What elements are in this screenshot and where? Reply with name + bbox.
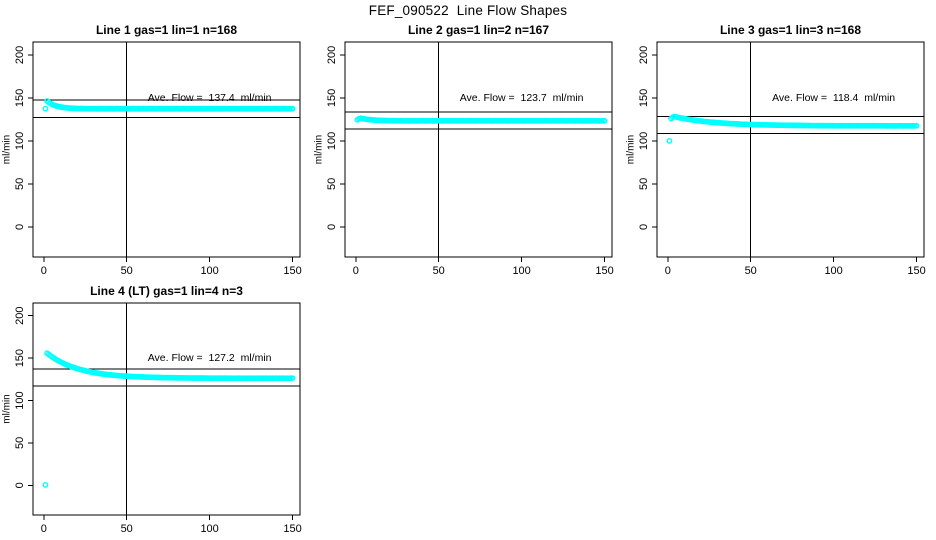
data-points bbox=[666, 113, 920, 144]
data-points bbox=[42, 350, 296, 488]
y-tick-label: 100 bbox=[638, 132, 650, 150]
y-tick-label: 100 bbox=[326, 132, 338, 150]
y-tick-label: 100 bbox=[14, 391, 26, 409]
y-tick-label: 150 bbox=[326, 89, 338, 107]
x-tick-label: 50 bbox=[745, 265, 757, 277]
x-tick-label: 100 bbox=[200, 265, 218, 277]
x-tick-label: 50 bbox=[121, 523, 133, 535]
y-tick-label: 100 bbox=[14, 132, 26, 150]
data-points bbox=[354, 115, 608, 124]
x-tick-label: 100 bbox=[512, 265, 530, 277]
plot-box bbox=[656, 41, 925, 258]
x-tick-label: 0 bbox=[41, 523, 47, 535]
data-point bbox=[42, 105, 49, 112]
plot-box bbox=[32, 302, 301, 516]
y-tick-label: 150 bbox=[14, 349, 26, 367]
data-point bbox=[913, 122, 920, 129]
x-tick-label: 150 bbox=[283, 265, 301, 277]
ave-flow-annotation: Ave. Flow = 123.7 ml/min bbox=[460, 92, 584, 104]
x-tick-label: 0 bbox=[41, 265, 47, 277]
x-tick-label: 100 bbox=[824, 265, 842, 277]
plot-box bbox=[344, 41, 613, 258]
y-tick-label: 0 bbox=[14, 482, 26, 488]
x-tick-label: 0 bbox=[353, 265, 359, 277]
x-tick-label: 0 bbox=[665, 265, 671, 277]
y-tick-label: 50 bbox=[326, 178, 338, 190]
panel-1: 0 50 100 150 0 50 100 150 200 ml/min Line 1 gas=1 … bbox=[2, 23, 302, 277]
y-tick-label: 200 bbox=[326, 46, 338, 64]
panel-3: 0 50 100 150 0 50 100 150 200 ml/min Line 3 gas=1 … bbox=[626, 23, 926, 277]
data-points bbox=[42, 98, 296, 112]
panel-title: Line 1 gas=1 lin=1 n=168 bbox=[96, 23, 237, 37]
data-point bbox=[666, 137, 673, 144]
y-tick-label: 200 bbox=[14, 46, 26, 64]
x-tick-label: 50 bbox=[433, 265, 445, 277]
panel-4: 0 50 100 150 0 50 100 150 200 ml/min Line 4 (LT) g… bbox=[2, 284, 302, 535]
y-axis-label: ml/min bbox=[314, 135, 325, 164]
y-tick-label: 50 bbox=[14, 178, 26, 190]
data-point bbox=[42, 481, 49, 488]
plot-box bbox=[32, 41, 301, 258]
y-tick-label: 200 bbox=[638, 46, 650, 64]
main-title: FEF_090522 Line Flow Shapes bbox=[368, 3, 568, 18]
y-tick-label: 0 bbox=[14, 224, 26, 230]
y-tick-label: 150 bbox=[638, 89, 650, 107]
ave-flow-annotation: Ave. Flow = 127.2 ml/min bbox=[148, 352, 272, 364]
data-point bbox=[289, 105, 296, 112]
y-axis-label: ml/min bbox=[2, 135, 13, 164]
x-tick-label: 150 bbox=[907, 265, 925, 277]
x-tick-label: 100 bbox=[200, 523, 218, 535]
y-tick-label: 150 bbox=[14, 89, 26, 107]
y-axis-label: ml/min bbox=[626, 135, 637, 164]
data-point bbox=[601, 117, 608, 124]
panel-title: Line 3 gas=1 lin=3 n=168 bbox=[720, 23, 861, 37]
data-point bbox=[289, 375, 296, 382]
ave-flow-annotation: Ave. Flow = 118.4 ml/min bbox=[772, 92, 895, 104]
y-tick-label: 50 bbox=[14, 437, 26, 449]
panel-title: Line 2 gas=1 lin=2 n=167 bbox=[408, 23, 549, 37]
panel-2: 0 50 100 150 0 50 100 150 200 ml/min Line 2 gas=1 … bbox=[314, 23, 614, 277]
y-tick-label: 0 bbox=[326, 224, 338, 230]
panel-title: Line 4 (LT) gas=1 lin=4 n=3 bbox=[90, 284, 243, 298]
x-tick-label: 50 bbox=[121, 265, 133, 277]
ave-flow-annotation: Ave. Flow = 137.4 ml/min bbox=[148, 92, 272, 104]
y-tick-label: 50 bbox=[638, 178, 650, 190]
x-tick-label: 150 bbox=[595, 265, 613, 277]
x-tick-label: 150 bbox=[283, 523, 301, 535]
y-axis-label: ml/min bbox=[2, 394, 13, 423]
y-tick-label: 0 bbox=[638, 224, 650, 230]
y-tick-label: 200 bbox=[14, 307, 26, 325]
